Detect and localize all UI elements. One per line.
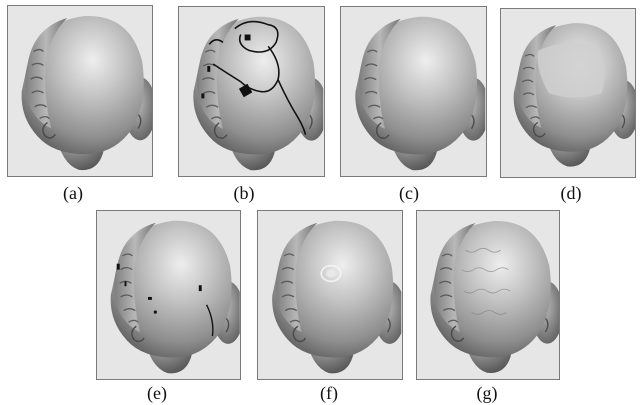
head-render-c xyxy=(341,7,486,176)
caption-a: (a) xyxy=(63,183,83,203)
panel-d-flat-patch-head xyxy=(500,8,636,178)
panel-e-head-sparse-holes xyxy=(96,210,241,380)
panel-f-head-bump xyxy=(257,210,403,380)
caption-c: (c) xyxy=(399,183,419,203)
hole-marks xyxy=(116,263,202,314)
caption-g: (g) xyxy=(476,383,498,403)
panel-a-original-head xyxy=(7,5,153,177)
head-render-g xyxy=(417,211,559,379)
caption-f: (f) xyxy=(320,383,338,403)
head-render-e xyxy=(97,211,240,379)
caption-b: (b) xyxy=(233,183,255,203)
head-render-a xyxy=(8,6,152,176)
head-render-f xyxy=(258,211,402,379)
panel-c-repaired-head xyxy=(340,6,487,177)
panel-g-rough-head xyxy=(416,210,560,380)
caption-d: (d) xyxy=(560,183,582,203)
head-render-d xyxy=(501,9,635,177)
panel-b-head-with-holes xyxy=(178,6,325,177)
caption-e: (e) xyxy=(147,383,167,403)
head-render-b xyxy=(179,7,324,176)
